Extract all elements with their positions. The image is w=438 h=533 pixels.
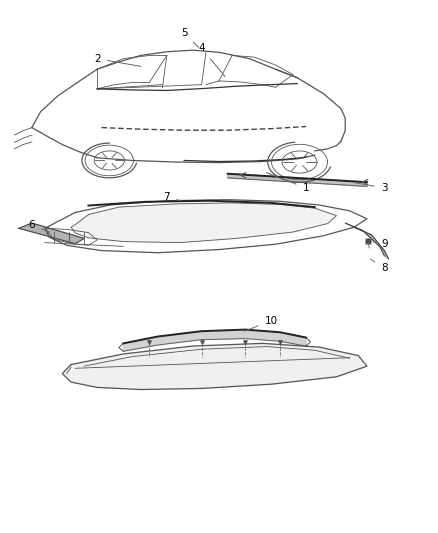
Text: 1: 1 <box>266 173 309 193</box>
Text: 2: 2 <box>94 54 141 67</box>
Text: 3: 3 <box>353 182 388 193</box>
Text: 9: 9 <box>373 239 388 249</box>
Text: 7: 7 <box>163 191 180 201</box>
Polygon shape <box>62 343 367 390</box>
Text: 10: 10 <box>245 316 278 331</box>
Polygon shape <box>228 174 367 187</box>
Polygon shape <box>345 223 389 259</box>
Polygon shape <box>123 329 306 351</box>
Text: 5: 5 <box>181 28 198 47</box>
Polygon shape <box>71 203 336 243</box>
Text: 8: 8 <box>371 259 388 273</box>
Polygon shape <box>19 223 84 244</box>
Text: 6: 6 <box>28 220 50 232</box>
Text: 4: 4 <box>198 43 225 77</box>
